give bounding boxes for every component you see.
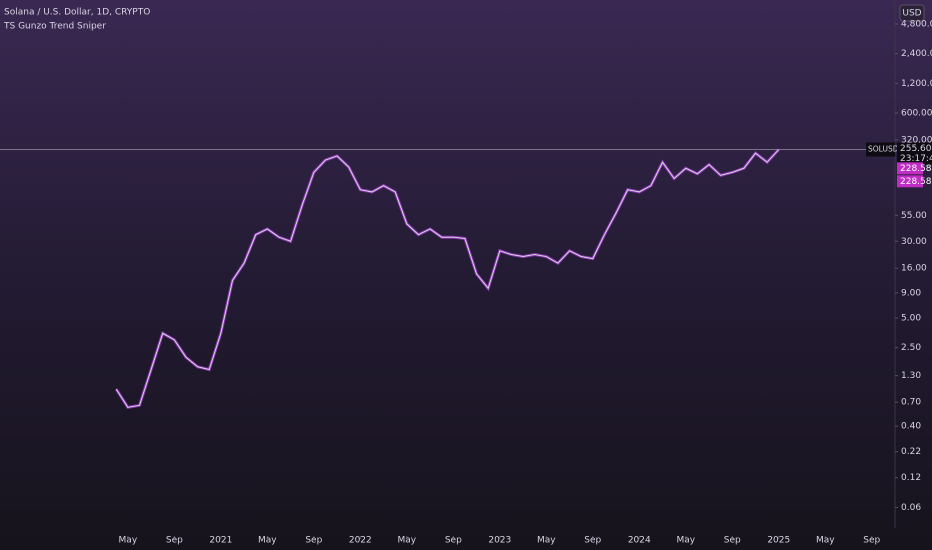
currency: USD xyxy=(902,9,921,19)
symbol-badge xyxy=(866,142,895,157)
y-tick-label: 600.00 xyxy=(901,108,932,118)
y-tick-label: 0.22 xyxy=(901,447,921,457)
x-tick-label: Sep xyxy=(584,536,601,546)
x-tick-label: Sep xyxy=(724,536,741,546)
indicator-value: 228.58 xyxy=(900,164,932,174)
indicator-badge xyxy=(897,162,923,175)
symbol-label: SOLUSD xyxy=(868,145,899,154)
x-tick-label: 2022 xyxy=(349,536,372,546)
y-tick-label: 0.70 xyxy=(901,398,921,408)
x-tick-label: May xyxy=(258,536,277,546)
x-tick-label: 2023 xyxy=(488,536,511,546)
x-tick-label: Sep xyxy=(863,536,880,546)
x-tick-label: May xyxy=(398,536,417,546)
y-tick-label: 1.30 xyxy=(901,371,921,381)
y-tick-label: 2.50 xyxy=(901,343,921,353)
chart-title: Solana / U.S. Dollar, 1D, CRYPTO xyxy=(4,8,150,18)
y-tick-label: 0.06 xyxy=(901,503,921,513)
x-tick-label: May xyxy=(676,536,695,546)
price-badge xyxy=(897,142,932,165)
y-tick-label: 5.00 xyxy=(901,313,921,323)
x-tick-label: May xyxy=(816,536,835,546)
y-tick-label: 2,400.00 xyxy=(901,49,932,59)
x-tick-label: Sep xyxy=(166,536,183,546)
y-tick-label: 0.40 xyxy=(901,422,921,432)
indicator-badge xyxy=(897,175,923,188)
currency-button[interactable] xyxy=(899,4,925,22)
indicator-name: TS Gunzo Trend Sniper xyxy=(3,22,106,32)
indicator-value: 228.58 xyxy=(900,177,932,187)
y-tick-label: 1,200.00 xyxy=(901,79,932,89)
y-tick-label: 4,800.00 xyxy=(901,19,932,29)
x-tick-label: 2021 xyxy=(209,536,232,546)
y-tick-label: 9.00 xyxy=(901,288,921,298)
x-tick-label: 2024 xyxy=(628,536,651,546)
countdown: 23:17:47 xyxy=(900,154,932,164)
price-line xyxy=(115,149,780,408)
x-tick-label: May xyxy=(537,536,556,546)
x-tick-label: Sep xyxy=(445,536,462,546)
y-tick-label: 30.00 xyxy=(901,237,927,247)
y-tick-label: 16.00 xyxy=(901,264,927,274)
x-tick-label: Sep xyxy=(305,536,322,546)
y-tick-label: 55.00 xyxy=(901,211,927,221)
last-price: 255.60 xyxy=(900,144,932,154)
y-tick-label: 0.12 xyxy=(901,473,921,483)
x-tick-label: 2025 xyxy=(767,536,790,546)
x-tick-label: May xyxy=(119,536,138,546)
y-tick-label: 320.00 xyxy=(901,135,932,145)
